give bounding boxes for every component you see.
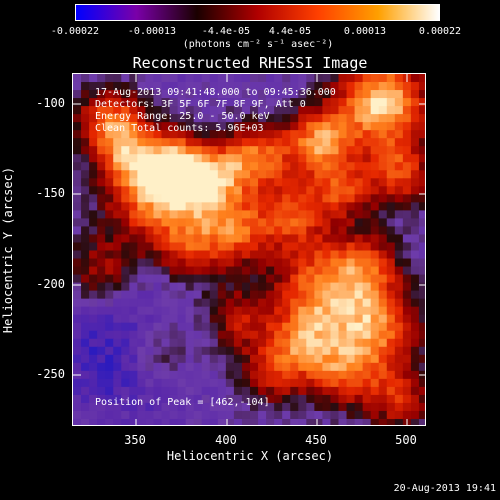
plot-area — [72, 73, 426, 426]
y-axis-label: Heliocentric Y (arcsec) — [1, 166, 15, 334]
colorbar-units-label: (photons cm⁻² s⁻¹ asec⁻²) — [182, 39, 334, 50]
energy-range-label: Energy Range: 25.0 - 50.0 keV — [95, 111, 270, 122]
detectors-label: Detectors: 3F 5F 6F 7F 8F 9F, Att 0 — [95, 99, 306, 110]
colorbar-tick: -0.00022 — [50, 26, 100, 37]
colorbar-tick: -0.00013 — [127, 26, 177, 37]
colorbar-tick: 0.00022 — [418, 26, 462, 37]
image-pixels — [73, 74, 425, 425]
y-tick-label: -200 — [36, 277, 65, 291]
colorbar — [75, 4, 440, 21]
colorbar-tick: 4.4e-05 — [268, 26, 312, 37]
time-range-label: 17-Aug-2013 09:41:48.000 to 09:45:36.000 — [95, 87, 336, 98]
y-tick-label: -150 — [36, 186, 65, 200]
axis-ticks — [73, 74, 425, 425]
y-tick-label: -250 — [36, 367, 65, 381]
colorbar-tick: -4.4e-05 — [201, 26, 251, 37]
colorbar-tick: 0.00013 — [343, 26, 387, 37]
x-axis-label: Heliocentric X (arcsec) — [166, 449, 334, 463]
peak-position-label: Position of Peak = [462,-104] — [95, 397, 270, 408]
x-tick-label: 500 — [395, 433, 417, 447]
x-tick-label: 400 — [215, 433, 237, 447]
clean-counts-label: Clean Total counts: 5.96E+03 — [95, 123, 264, 134]
x-tick-label: 350 — [124, 433, 146, 447]
generation-timestamp: 20-Aug-2013 19:41 — [393, 483, 496, 494]
rhessi-image — [73, 74, 425, 425]
plot-title: Reconstructed RHESSI Image — [132, 54, 368, 72]
y-tick-label: -100 — [36, 96, 65, 110]
x-tick-label: 450 — [305, 433, 327, 447]
